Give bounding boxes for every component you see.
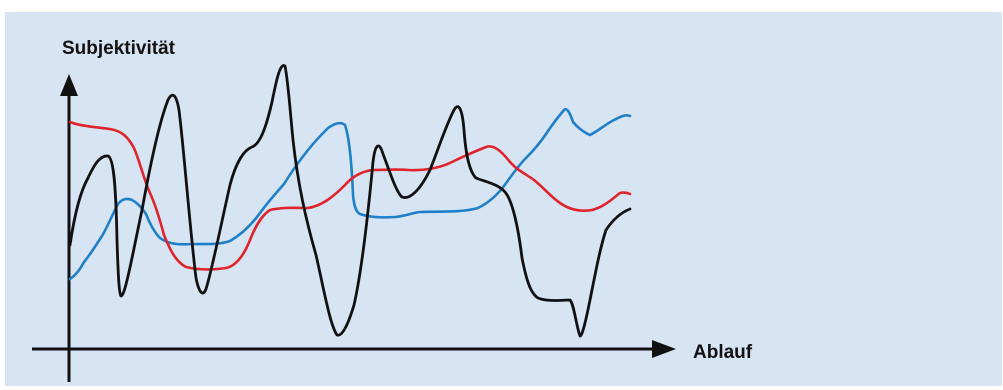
curve-blue <box>68 107 632 281</box>
y-axis-label: Subjektivität <box>62 38 176 59</box>
curve-black <box>68 64 632 338</box>
diagram-background <box>5 12 1002 386</box>
x-axis-label: Ablauf <box>693 342 753 363</box>
y-axis-arrowhead <box>60 74 78 96</box>
curve-red <box>68 120 632 271</box>
x-axis-arrowhead <box>652 340 676 358</box>
